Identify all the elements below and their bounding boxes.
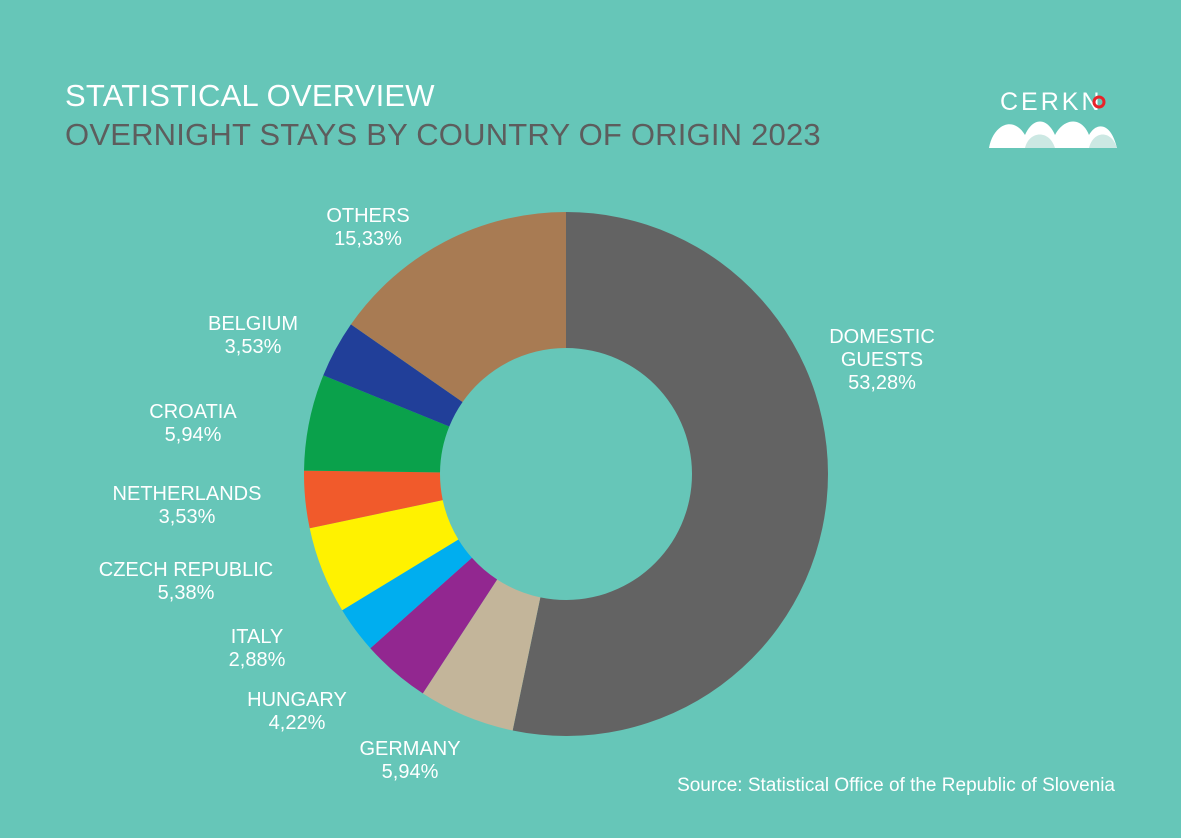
- label-czech-republic: CZECH REPUBLIC 5,38%: [99, 559, 273, 604]
- slice-czech-republic: [309, 500, 459, 611]
- label-italy: ITALY 2,88%: [229, 626, 286, 671]
- slice-label-value: 5,94%: [382, 761, 439, 783]
- logo-o-mark: [1092, 95, 1106, 109]
- slice-label-name: OTHERS: [326, 205, 409, 227]
- slice-label-value: 5,38%: [158, 582, 215, 604]
- slice-label-value: 3,53%: [225, 336, 282, 358]
- chart-title: STATISTICAL OVERVIEW: [65, 78, 435, 113]
- label-belgium: BELGIUM 3,53%: [208, 313, 298, 358]
- label-domestic-guests: DOMESTIC GUESTS 53,28%: [829, 326, 935, 394]
- slice-labels: DOMESTIC GUESTS 53,28%GERMANY 5,94%HUNGARY 4…: [99, 205, 935, 783]
- logo-text: CERKN: [1000, 88, 1103, 116]
- slice-label-value: 5,94%: [165, 424, 222, 446]
- slice-croatia: [304, 375, 450, 473]
- donut-slices: [304, 212, 829, 736]
- slice-netherlands: [304, 470, 443, 529]
- chart-subtitle: OVERNIGHT STAYS BY COUNTRY OF ORIGIN 202…: [65, 117, 821, 152]
- slice-label-name: CROATIA: [149, 401, 237, 423]
- slice-label-name: GERMANY: [359, 738, 460, 760]
- slice-others: [350, 212, 566, 403]
- label-hungary: HUNGARY 4,22%: [247, 689, 347, 734]
- slice-label-name: NETHERLANDS: [113, 483, 262, 505]
- logo-hill-light-2: [1089, 134, 1117, 148]
- slice-label-value: 15,33%: [334, 228, 402, 250]
- label-netherlands: NETHERLANDS 3,53%: [113, 483, 262, 528]
- logo-hills: [989, 121, 1117, 148]
- slice-label-value: 53,28%: [848, 372, 916, 394]
- slice-domestic-guests: [512, 212, 829, 736]
- slice-label-name: CZECH REPUBLIC: [99, 559, 273, 581]
- slice-label-value: 2,88%: [229, 649, 286, 671]
- slice-label-name: DOMESTIC: [829, 326, 935, 348]
- slice-label-name: BELGIUM: [208, 313, 298, 335]
- slice-label-value: 4,22%: [269, 712, 326, 734]
- slice-belgium: [323, 324, 463, 427]
- label-germany: GERMANY 5,94%: [359, 738, 460, 783]
- slice-label-value: 3,53%: [159, 506, 216, 528]
- source-note: Source: Statistical Office of the Republ…: [677, 775, 1115, 796]
- slice-label-name: GUESTS: [841, 349, 923, 371]
- slice-germany: [422, 579, 541, 731]
- slice-hungary: [370, 557, 498, 694]
- slice-label-name: HUNGARY: [247, 689, 347, 711]
- cerkno-logo: CERKN: [989, 88, 1117, 148]
- label-croatia: CROATIA 5,94%: [149, 401, 237, 446]
- slice-label-name: ITALY: [231, 626, 284, 648]
- slice-italy: [342, 539, 472, 649]
- label-others: OTHERS 15,33%: [326, 205, 409, 250]
- logo-hill-light-1: [1025, 134, 1055, 148]
